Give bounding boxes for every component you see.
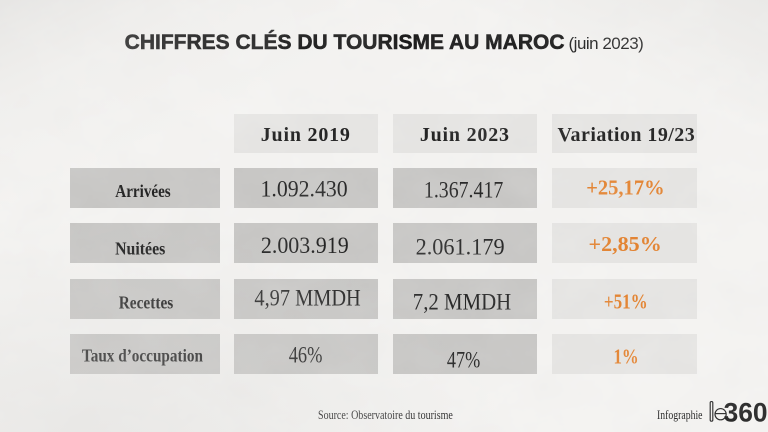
svg-text:360: 360	[724, 398, 768, 427]
